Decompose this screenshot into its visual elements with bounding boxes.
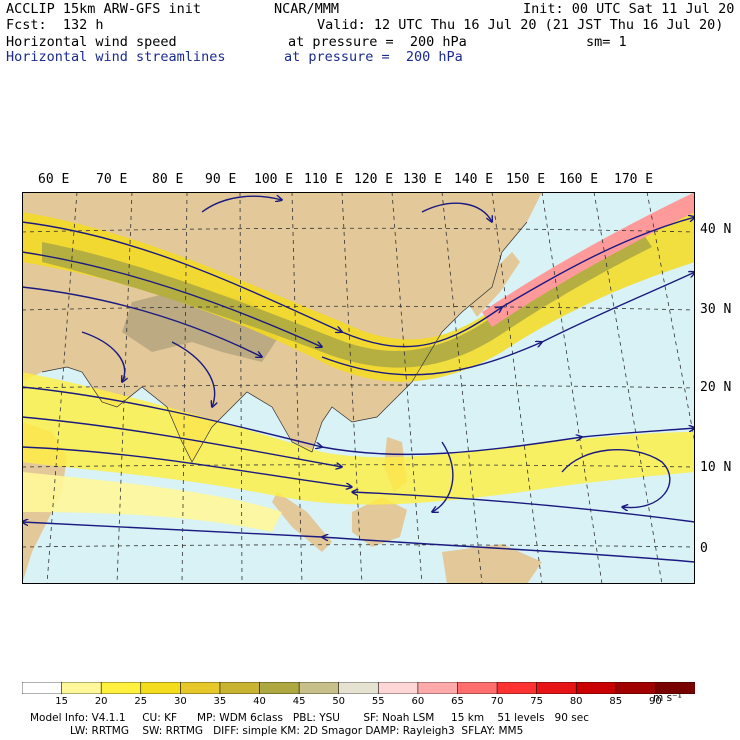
land-japan [467, 252, 520, 317]
lon-label: 120 E [354, 172, 394, 187]
init-time: Init: 00 UTC Sat 11 Jul 20 [523, 1, 735, 17]
colorbar-swatch [180, 682, 221, 694]
colorbar-swatch [338, 682, 380, 694]
colorbar-swatch [536, 682, 578, 694]
colorbar-tick-label: 70 [490, 696, 504, 707]
colorbar-swatch [100, 682, 142, 694]
lon-label: 130 E [403, 172, 443, 187]
lon-label: 60 E [38, 172, 70, 187]
colorbar-tick-label: 25 [134, 696, 148, 707]
lon-label: 100 E [254, 172, 294, 187]
colorbar-tick-label: 30 [174, 696, 187, 707]
lon-label: 160 E [559, 172, 599, 187]
coastlines [41, 221, 528, 463]
colorbar-tick-label: 85 [609, 696, 623, 707]
field1-name: Horizontal wind speed [6, 34, 177, 50]
colorbar-swatch [615, 682, 657, 694]
wind-map [22, 192, 695, 584]
field1-smoothing: sm= 1 [586, 34, 627, 50]
colorbar-tick-label: 35 [213, 696, 227, 707]
colorbar-unit: m s⁻¹ [653, 692, 682, 704]
colorbar-tick-label: 80 [569, 696, 583, 707]
forecast-hour: Fcst: 132 h [6, 17, 104, 33]
lon-label: 140 E [454, 172, 494, 187]
lon-label: 110 E [304, 172, 344, 187]
colorbar-swatch [655, 682, 695, 694]
lon-label: 70 E [96, 172, 128, 187]
field2-level: at pressure = 200 hPa [284, 49, 463, 65]
colorbar-swatch [140, 682, 182, 694]
wind-band-tropical [22, 372, 695, 505]
colorbar-swatch [61, 682, 102, 694]
colorbar-tick-label: 50 [332, 696, 346, 707]
lat-label: 30 N [700, 302, 732, 317]
colorbar-swatch [496, 682, 538, 694]
lon-label: 150 E [506, 172, 546, 187]
colorbar-swatch [377, 682, 419, 694]
colorbar-swatch [219, 682, 261, 694]
lat-label: 10 N [700, 460, 732, 475]
colorbar-tick-label: 40 [253, 696, 266, 707]
organization-label: NCAR/MMM [274, 1, 340, 17]
colorbar-tick-label: 65 [451, 696, 464, 707]
streamlines [22, 196, 695, 563]
land-borneo [352, 497, 407, 547]
lon-label: 80 E [152, 172, 184, 187]
wind-band-south [22, 472, 282, 532]
lat-label: 40 N [700, 222, 732, 237]
lon-label: 90 E [205, 172, 237, 187]
colorbar [22, 682, 695, 694]
wind-band-core [42, 232, 652, 368]
lat-label: 0 [700, 541, 708, 556]
colorbar-tick-label: 90 [649, 696, 662, 707]
colorbar-tick-label: 75 [530, 696, 543, 707]
colorbar-swatch [259, 682, 300, 694]
lon-label: 170 E [614, 172, 654, 187]
colorbar-tick-label: 20 [94, 696, 108, 707]
colorbar-tick-label: 55 [371, 696, 385, 707]
physics-info-line: LW: RRTMG SW: RRTMG DIFF: simple KM: 2D … [70, 725, 524, 737]
model-title: ACCLIP 15km ARW-GFS init [6, 1, 202, 17]
lat-label: 20 N [700, 380, 732, 395]
field1-level: at pressure = 200 hPa [288, 34, 467, 50]
colorbar-tick-label: 60 [411, 696, 425, 707]
colorbar-swatch [22, 682, 63, 694]
colorbar-swatch [298, 682, 340, 694]
colorbar-swatch [457, 682, 498, 694]
colorbar-swatch [575, 682, 617, 694]
colorbar-tick-label: 45 [292, 696, 306, 707]
valid-time: Valid: 12 UTC Thu 16 Jul 20 (21 JST Thu … [317, 17, 724, 33]
model-info-line: Model Info: V4.1.1 CU: KF MP: WDM 6class… [30, 712, 589, 724]
colorbar-swatch [417, 682, 459, 694]
colorbar-tick-label: 15 [55, 696, 68, 707]
field2-name: Horizontal wind streamlines [6, 49, 226, 65]
land-new-guinea [442, 544, 542, 584]
